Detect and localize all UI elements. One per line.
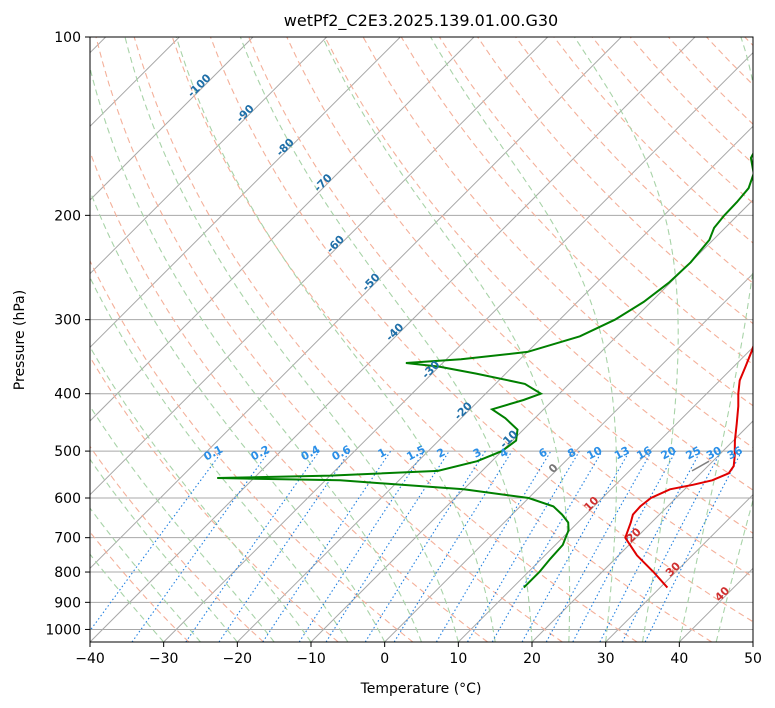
chart-title: wetPf2_C2E3.2025.139.01.00.G30 [284,11,558,31]
mixing-ratio-label: 10 [585,444,605,463]
y-tick-label: 1000 [45,622,81,638]
lcl-marker-line [691,460,710,472]
isotherm-line [236,125,753,642]
y-tick-label: 900 [54,595,81,611]
moist-adiabat-line [239,37,533,642]
isotherm-line [90,37,254,201]
moist-adiabat-line [90,189,386,642]
moist-adiabat-line [430,37,618,642]
moist-adiabat-line [90,345,312,642]
sounding-series [217,152,753,589]
dry-adiabat-line [324,37,753,491]
moist-adiabat-line [90,405,275,642]
y-tick-label: 100 [54,30,81,46]
y-tick-label: 800 [54,565,81,581]
mixing-ratio-label: 20 [659,444,679,463]
x-tick-label: −40 [75,651,105,667]
isotherm-line [90,37,328,275]
mixing-ratio-line [131,450,270,642]
y-tick-label: 200 [54,208,81,224]
isotherm-line [90,37,401,349]
y-tick-label: 700 [54,531,81,547]
dry-adiabat-line [171,37,712,642]
dry-adiabat-line [248,37,753,578]
x-tick-label: −20 [223,651,253,667]
x-tick-label: 0 [380,651,389,667]
mixing-ratio-line [393,450,513,642]
isotherm-line [605,493,753,642]
x-tick-label: 40 [670,651,688,667]
dry-adiabat-line [90,259,414,642]
mixing-ratio-line [521,450,630,642]
isotherm-line [90,37,622,570]
y-tick-label: 300 [54,313,81,329]
mixing-ratio-line [218,450,351,642]
x-tick-label: −10 [296,651,326,667]
mixing-ratio-line [90,450,223,632]
x-axis-label: Temperature (°C) [360,681,482,697]
moist-adiabat-line [90,458,238,642]
plot-frame [89,36,754,643]
mixing-ratio-label: 36 [725,444,745,463]
x-tick-label: 50 [744,651,762,667]
mixing-ratio-label: 16 [634,444,654,463]
mixing-ratio-line [185,450,320,642]
dry-adiabat-line [90,445,264,642]
moist-adiabat-line [715,498,753,642]
mixing-ratio-label: 30 [704,444,724,463]
dry-adiabat-line [95,37,563,642]
isotherm-line [457,346,753,642]
moist-adiabat-line [322,37,571,642]
moist-adiabat-line [90,553,165,642]
isotherm-line [163,51,753,642]
mixing-ratio-line [298,450,425,642]
dewpoint-profile-line [217,152,753,589]
x-tick-label: 20 [523,651,541,667]
x-tick-label: −30 [149,651,179,667]
moist-adiabat-line [90,507,201,642]
x-axis-ticks: −40 −30 −20 −10 0 10 20 30 40 50 [75,642,762,667]
mixing-ratio-line [325,450,450,642]
y-tick-label: 600 [54,491,81,507]
mixing-ratio-line [644,450,743,642]
dry-adiabats [90,37,753,642]
dry-adiabat-line [515,37,753,284]
isotherm-line [384,272,753,642]
dry-adiabat-line [90,356,339,642]
mixing-ratio-line [545,450,653,642]
y-tick-label: 400 [54,387,81,403]
mixing-ratio-lines [90,450,743,642]
mixing-ratio-line [572,450,677,642]
x-tick-label: 30 [597,651,615,667]
y-axis-label: Pressure (hPa) [12,290,28,390]
mixing-ratio-line [262,450,392,642]
isotherm-line [90,37,475,422]
isotherm-line [531,420,753,642]
x-tick-label: 10 [449,651,467,667]
moist-adiabat-line [678,37,753,642]
dry-adiabat-line [209,37,753,623]
moist-adiabat-line [574,37,679,642]
moist-adiabat-line [90,65,423,642]
mixing-ratio-label: 25 [684,444,704,463]
mixing-ratio-label: 13 [612,444,632,463]
moist-adiabat-line [90,276,349,642]
isotherm-line [90,37,549,496]
moist-adiabat-line [124,37,459,642]
y-axis-ticks: 100 200 300 400 500 600 700 800 900 1000 [45,30,90,638]
y-tick-label: 500 [54,444,81,460]
temperature-profile-line [624,344,753,589]
